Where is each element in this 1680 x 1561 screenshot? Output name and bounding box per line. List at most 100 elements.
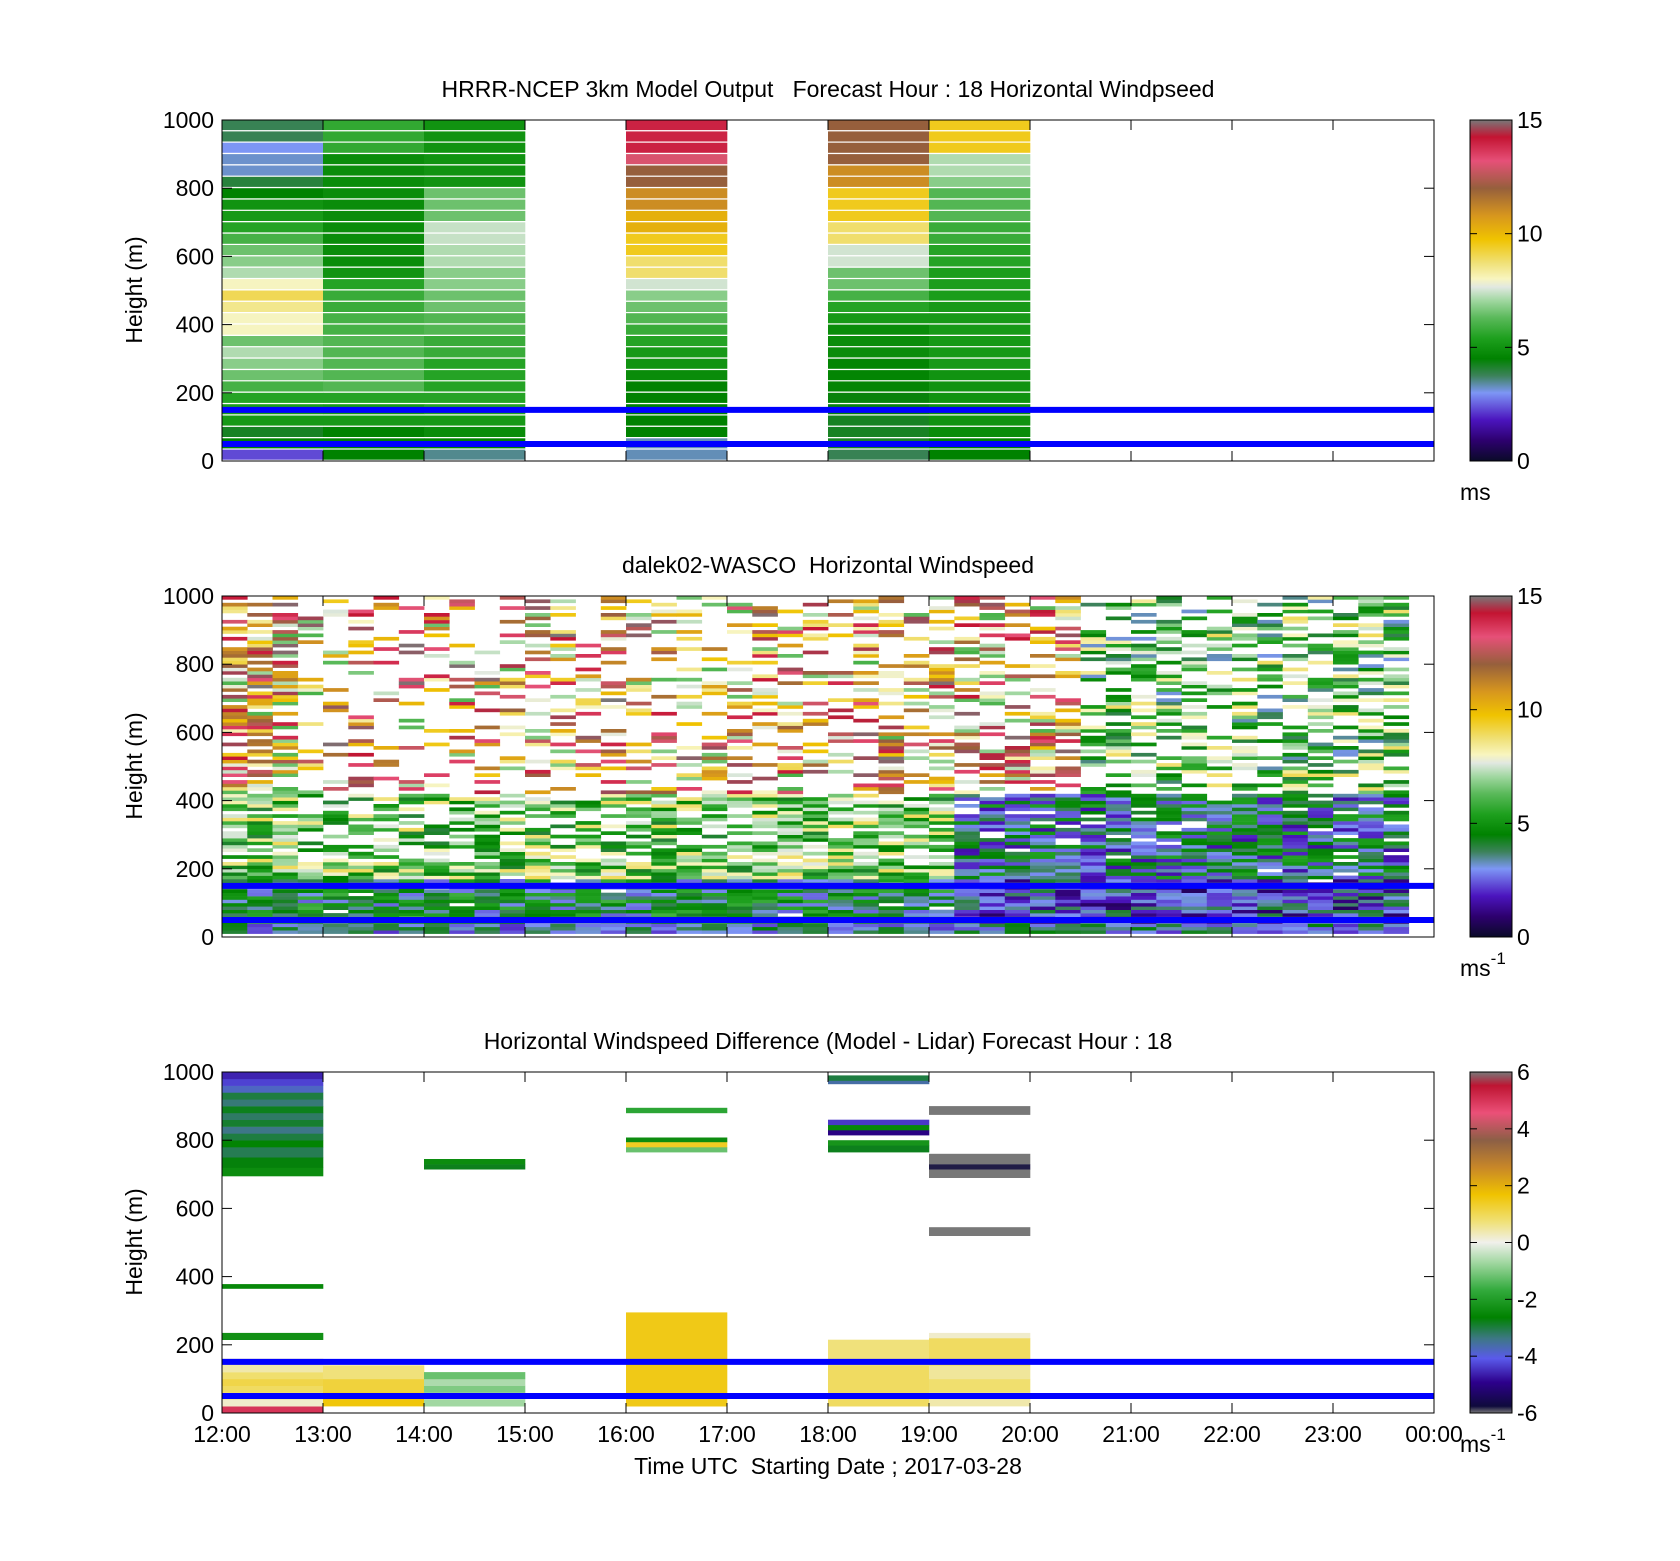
heatmap-cell [222,347,324,358]
heatmap-cell [676,902,703,907]
heatmap-cell [1080,763,1107,767]
heatmap-cell [802,930,829,934]
heatmap-cell [929,872,955,876]
heatmap-cell [1004,926,1031,931]
heatmap-cell [828,913,854,917]
heatmap-cell [550,875,576,880]
heatmap-cell [1181,630,1208,634]
heatmap-cell [1206,892,1233,897]
heatmap-cell [853,804,879,808]
heatmap-cell [1004,814,1031,818]
heatmap-cell [247,677,273,682]
heatmap-cell [575,930,602,934]
heatmap-cell [651,831,677,835]
heatmap-cell [474,923,501,928]
heatmap-cell [626,930,652,934]
heatmap-cell [348,872,374,876]
heatmap-cell [499,889,526,893]
heatmap-cell [979,671,1006,675]
heatmap-cell [1282,810,1309,815]
heatmap-cell [752,831,778,835]
heatmap-cell [1282,930,1309,934]
heatmap-cell [979,732,1006,737]
heatmap-cell [1383,613,1410,617]
heatmap-cell [828,930,854,934]
heatmap-cell [247,804,273,808]
colorbar-gradient [1469,119,1513,462]
heatmap-cell [929,650,955,655]
colorbar-unit: ms-1 [1460,1425,1506,1457]
heatmap-cell [828,245,930,256]
heatmap-cell [828,855,854,859]
heatmap-cell [1030,664,1056,668]
heatmap-cell [424,1399,526,1407]
heatmap-cell [1080,756,1107,760]
y-tick-label: 800 [176,651,214,677]
heatmap-cell [1030,899,1056,904]
heatmap-cell [348,793,374,798]
heatmap-cell [1383,602,1410,607]
heatmap-cell [373,896,400,900]
heatmap-cell [1181,906,1208,910]
heatmap-cell [600,875,627,880]
heatmap-cell [929,392,1031,403]
heatmap-cell [954,831,980,835]
heatmap-cell [272,613,299,617]
heatmap-cell [676,804,703,808]
heatmap-cell [1257,619,1283,624]
heatmap-cell [272,756,299,760]
heatmap-cell [575,705,602,709]
heatmap-cell [1257,766,1283,771]
heatmap-cell [777,654,804,658]
heatmap-cell [979,848,1006,852]
heatmap-cell [1131,722,1157,726]
heatmap-cell [525,923,551,928]
heatmap-cell [1333,844,1359,849]
heatmap-cell [752,821,778,825]
heatmap-cell [1206,909,1233,914]
heatmap-cell [1282,674,1309,679]
heatmap-cell [1131,899,1157,904]
heatmap-cell [929,279,1031,290]
heatmap-cell [929,705,955,709]
heatmap-cell [499,862,526,866]
heatmap-cell [651,872,677,876]
heatmap-cell [600,800,627,805]
heatmap-cell [1156,800,1182,805]
heatmap-cell [1383,923,1410,928]
heatmap-cell [297,923,324,928]
heatmap-cell [222,279,324,290]
heatmap-cell [1030,715,1056,720]
heatmap-cell [777,896,804,900]
colorbar-tick-label: 0 [1517,448,1530,474]
heatmap-cell [979,824,1006,829]
heatmap-cell [979,681,1006,685]
heatmap-cell [1206,804,1233,808]
heatmap-cell [1232,889,1258,893]
heatmap-cell [1181,660,1208,665]
heatmap-cell [1080,923,1107,928]
heatmap-cell [272,834,299,839]
heatmap-cell [979,725,1006,730]
heatmap-cell [1030,766,1056,771]
heatmap-cell [424,626,450,631]
heatmap-cell [1257,824,1283,829]
heatmap-cell [929,233,1031,244]
heatmap-cell [626,810,652,815]
heatmap-cell [525,671,551,675]
heatmap-cell [474,790,501,795]
heatmap-cell [1358,664,1384,668]
heatmap-cell [1105,841,1132,846]
heatmap-cell [1257,602,1283,607]
heatmap-cell [1282,732,1309,737]
heatmap-cell [1383,865,1410,870]
heatmap-cell [575,868,602,873]
heatmap-cell [1383,790,1410,795]
heatmap-cell [449,923,475,928]
heatmap-cell [323,347,425,358]
heatmap-cell [323,654,349,658]
heatmap-cell [449,810,475,815]
heatmap-cell [348,817,374,822]
